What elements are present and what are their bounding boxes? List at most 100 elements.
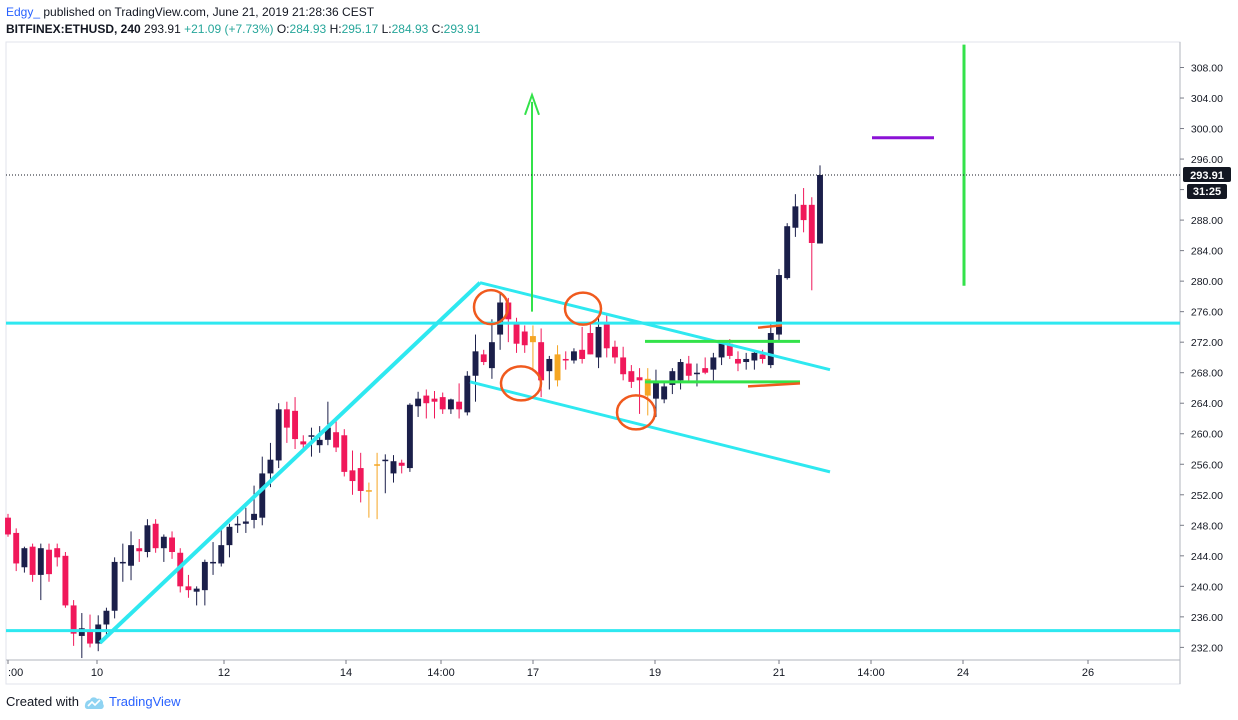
candle-body [324,427,331,440]
highlight-circle [615,394,657,431]
y-tick-label: 244.00 [1191,551,1223,563]
candle-body [579,349,586,359]
candle-body [177,552,184,587]
y-tick-label: 300.00 [1191,124,1223,136]
candle-body [595,326,602,358]
candle-body [472,351,479,376]
candle-body [431,398,438,402]
time-axis[interactable]: :00 10 12 14 14:00 17 19 21 14:00 24 26 [7,660,1094,679]
highlight-circle [563,291,603,326]
candle-body [259,473,266,518]
candle-body [710,357,717,370]
symbol-info: BITFINEX:ETHUSD, 240 293.91 +21.09 (+7.7… [6,22,480,36]
candle-body [447,399,454,410]
high-value: 295.17 [341,22,379,36]
candle-body [726,343,733,356]
candle-body [792,206,799,228]
candle-body [169,537,175,553]
candle-body [152,523,159,549]
candle-body [111,561,118,611]
chart-pane-border [5,41,1181,685]
candle-body [349,470,356,482]
candle-body [226,526,233,546]
candle-body [480,354,487,363]
candle-body [316,439,323,446]
flagpole-line [98,281,482,645]
tradingview-brand[interactable]: TradingView [108,694,181,709]
candles-layer [5,165,823,659]
candle-body [538,342,545,381]
candle-body [562,358,569,361]
flag-upper-line [479,281,831,372]
close-label: C: [431,22,444,36]
candle-body [103,610,110,625]
candle-body [521,331,528,346]
candle-body [21,548,28,568]
candle-body [333,432,340,448]
author-link[interactable]: Edgy_ [6,5,41,19]
candle-body [251,513,258,520]
candle-body [341,435,348,472]
candle-body [13,532,20,564]
candle-body [70,605,77,634]
candle-body [423,395,430,404]
y-tick-label: 284.00 [1191,246,1223,258]
candle-body [136,548,143,552]
candle-body [694,372,700,375]
candle-body [62,555,69,606]
candle-body [546,358,553,372]
candle-body [5,517,11,535]
candle-body [554,354,561,381]
candle-body [513,323,520,344]
y-tick-label: 252.00 [1191,490,1223,502]
y-tick-label: 280.00 [1191,276,1223,288]
countdown-tag: 31:25 [1187,184,1227,200]
candle-body [751,352,758,361]
candle-body [529,336,536,343]
y-tick-label: 256.00 [1191,459,1223,471]
candle-body [128,545,134,566]
candle-body [382,459,389,462]
candle-body [587,333,594,355]
high-label: H: [329,22,342,36]
candle-body [357,468,364,491]
y-tick-label: 304.00 [1191,93,1223,105]
x-tick-label: 19 [649,667,661,679]
price-axis[interactable]: 308.00304.00300.00296.00292.00288.00284.… [1180,63,1223,655]
y-tick-label: 260.00 [1191,429,1223,441]
candle-body [669,371,676,385]
candle-body [611,346,618,358]
low-label: L: [381,22,392,36]
candle-body [390,461,397,474]
candle-body [677,362,684,381]
candle-body [144,525,151,553]
candle-body [817,175,823,244]
candle-body [46,549,52,575]
published-text: published on TradingView.com, June 21, 2… [43,5,375,19]
y-tick-label: 288.00 [1191,215,1223,227]
candle-body [87,629,93,644]
symbol-name: BITFINEX:ETHUSD, 240 [6,22,141,36]
flag-lower-line [469,380,831,474]
y-tick-label: 272.00 [1191,337,1223,349]
orange-trend-stroke [747,382,801,388]
candle-body [464,375,471,413]
candle-body [54,548,61,558]
candle-body [292,410,299,440]
candle-body [767,333,774,366]
open-label: O: [276,22,290,36]
candle-body [300,441,307,445]
created-with-text: Created with [6,694,79,709]
candle-body [735,358,741,364]
candle-body [185,586,192,591]
candle-body [398,462,405,466]
open-value: 284.93 [289,22,327,36]
orange-trend-stroke [757,324,783,329]
y-tick-label: 248.00 [1191,520,1223,532]
y-tick-label: 308.00 [1191,63,1223,75]
candle-body [702,368,709,373]
candle-body [743,358,750,363]
candle-body [808,204,815,243]
publish-info: Edgy_ published on TradingView.com, June… [6,5,374,19]
